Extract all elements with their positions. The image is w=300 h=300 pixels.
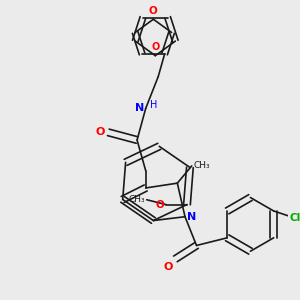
Text: N: N [134, 103, 144, 113]
Text: Cl: Cl [290, 213, 300, 223]
Text: O: O [163, 262, 172, 272]
Text: H: H [150, 100, 157, 110]
Text: CH₃: CH₃ [194, 161, 210, 170]
Text: O: O [155, 200, 164, 209]
Text: O: O [151, 42, 159, 52]
Text: O: O [149, 6, 158, 16]
Text: O: O [95, 128, 104, 137]
Text: N: N [187, 212, 196, 222]
Text: CH₃: CH₃ [128, 195, 145, 204]
